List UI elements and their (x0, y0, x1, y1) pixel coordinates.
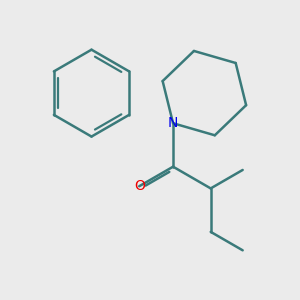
Text: O: O (134, 179, 145, 193)
Text: N: N (168, 116, 178, 130)
